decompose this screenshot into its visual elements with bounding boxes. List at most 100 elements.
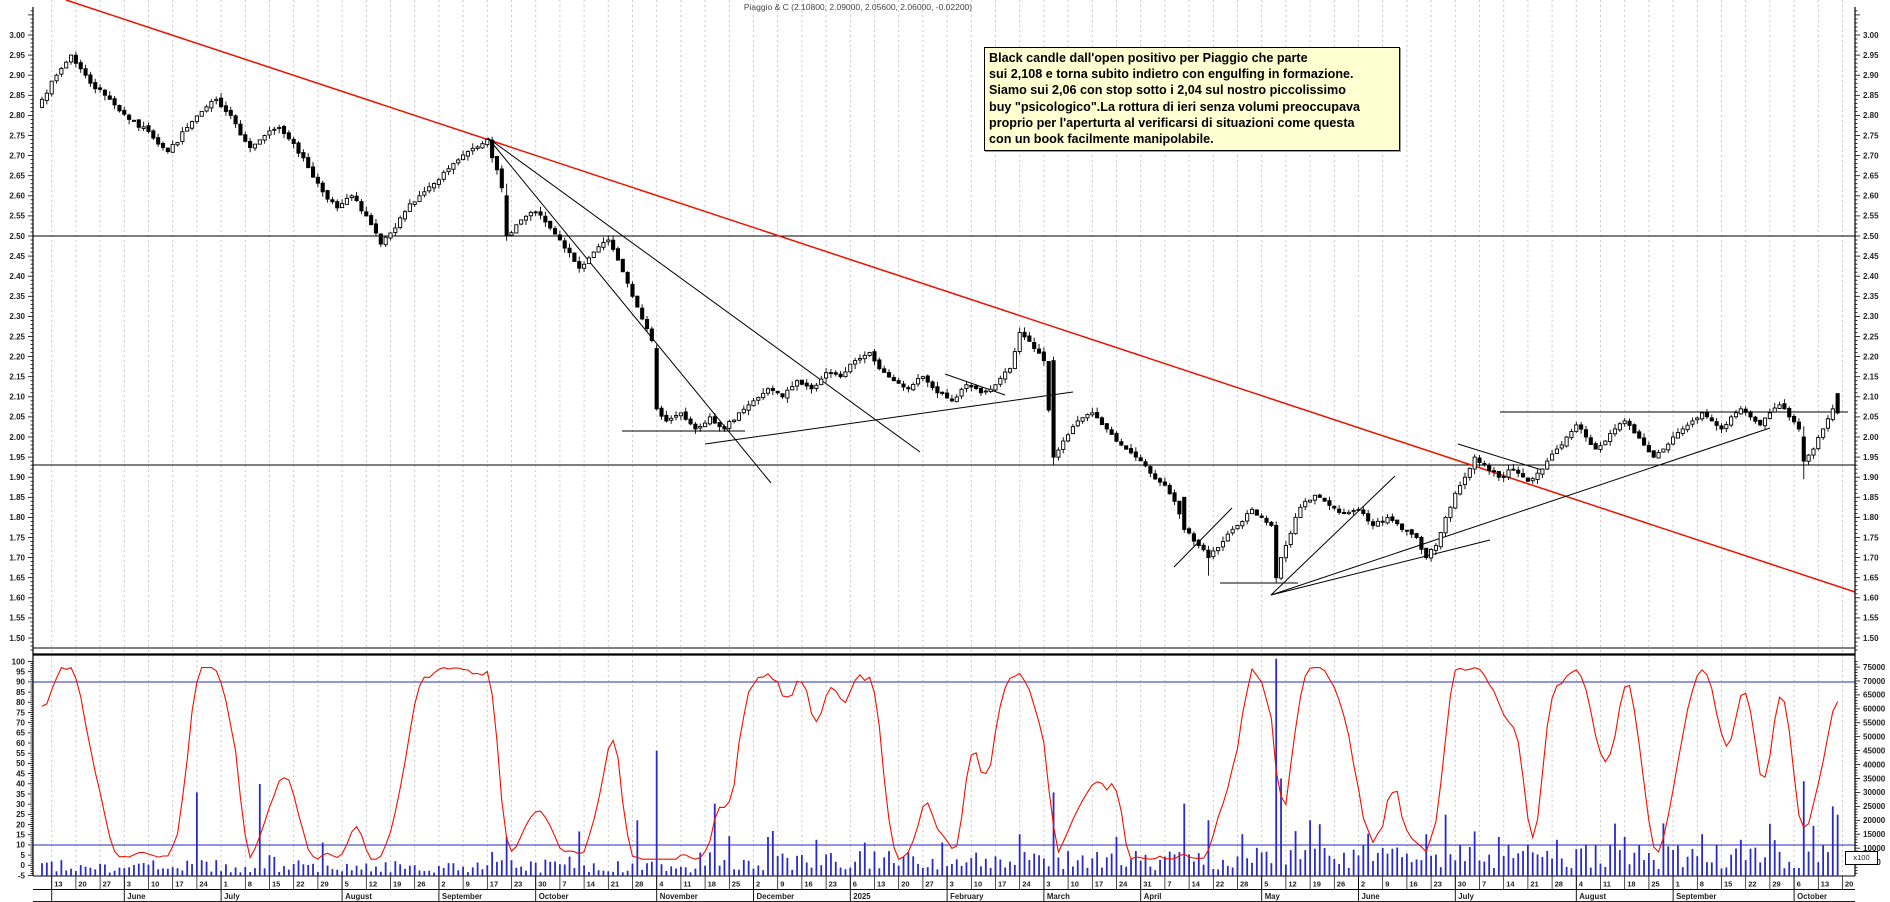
oscillator-axis-label: 15 bbox=[16, 831, 25, 840]
week-label: 24 bbox=[1119, 880, 1128, 889]
price-axis-label: 2.10 bbox=[9, 393, 25, 402]
candle-body bbox=[1036, 348, 1042, 354]
candle-body bbox=[1729, 416, 1734, 426]
candle-body bbox=[475, 146, 480, 149]
week-label: 19 bbox=[393, 880, 401, 889]
price-axis-label: 2.45 bbox=[1863, 252, 1879, 261]
price-axis-label: 1.80 bbox=[9, 513, 25, 522]
candle-body bbox=[1767, 412, 1772, 419]
candle-body bbox=[582, 263, 587, 269]
price-axis-label: 1.95 bbox=[1863, 453, 1879, 462]
price-axis-label: 1.60 bbox=[1863, 594, 1879, 603]
candle-body bbox=[1109, 429, 1114, 435]
candle-body bbox=[1627, 420, 1632, 426]
price-axis-label: 1.75 bbox=[1863, 533, 1879, 542]
week-label: 27 bbox=[103, 880, 111, 889]
candle-body bbox=[461, 154, 466, 161]
candle-body bbox=[1787, 407, 1792, 418]
candle-body bbox=[1051, 360, 1056, 458]
price-axis-label: 1.95 bbox=[9, 453, 25, 462]
oscillator-axis-label: 40 bbox=[16, 780, 25, 789]
candle-body bbox=[122, 109, 127, 115]
candle-body bbox=[1337, 508, 1342, 513]
candle-body bbox=[611, 239, 616, 250]
candle-body bbox=[1695, 417, 1700, 421]
candle-body bbox=[1651, 450, 1656, 458]
candle-body bbox=[1322, 497, 1327, 502]
candle-body bbox=[1680, 428, 1685, 434]
week-label: 5 bbox=[345, 880, 349, 889]
candle-body bbox=[1612, 428, 1618, 435]
week-label: 17 bbox=[1095, 880, 1103, 889]
oscillator-axis-label: 55 bbox=[16, 749, 25, 758]
candle-body bbox=[1530, 478, 1535, 482]
candle-body bbox=[862, 354, 867, 360]
candle-body bbox=[833, 372, 838, 375]
week-label: 4 bbox=[659, 880, 664, 889]
candle-body bbox=[1748, 411, 1753, 418]
candle-body bbox=[364, 211, 369, 217]
candle-body bbox=[1835, 393, 1840, 414]
candle-body bbox=[1157, 478, 1163, 483]
candle-body bbox=[1332, 505, 1337, 509]
candle-body bbox=[756, 396, 761, 401]
candle-body bbox=[993, 384, 998, 391]
week-label: 18 bbox=[708, 880, 716, 889]
week-label: 11 bbox=[1603, 880, 1611, 889]
volume-axis-label: 45000 bbox=[1863, 746, 1886, 755]
candle-body bbox=[1245, 513, 1250, 522]
price-axis-label: 1.50 bbox=[1863, 634, 1879, 643]
candle-body bbox=[1690, 420, 1695, 425]
candle-body bbox=[780, 393, 785, 398]
candle-body bbox=[1453, 492, 1458, 509]
candle-body bbox=[393, 227, 398, 233]
candle-body bbox=[1066, 434, 1071, 442]
candle-body bbox=[1240, 521, 1245, 527]
price-axis-label: 1.65 bbox=[9, 574, 25, 583]
candle-body bbox=[156, 137, 161, 145]
candle-body bbox=[736, 412, 742, 421]
candle-body bbox=[291, 138, 296, 144]
candle-body bbox=[1714, 421, 1719, 426]
candle-body bbox=[751, 400, 756, 407]
candle-body bbox=[669, 417, 674, 421]
price-axis-label: 2.50 bbox=[9, 232, 25, 241]
candle-body bbox=[470, 147, 475, 152]
oscillator-axis-label: 75 bbox=[16, 708, 25, 717]
price-axis-label: 2.05 bbox=[1863, 413, 1879, 422]
volume-axis-label: 55000 bbox=[1863, 719, 1886, 728]
candle-body bbox=[112, 98, 117, 106]
candle-body bbox=[906, 387, 911, 390]
candle-body bbox=[325, 190, 330, 200]
price-axis-label: 2.00 bbox=[1863, 433, 1879, 442]
week-label: 22 bbox=[296, 880, 304, 889]
candle-body bbox=[64, 61, 69, 69]
candle-body bbox=[160, 143, 166, 148]
week-label: 16 bbox=[804, 880, 812, 889]
week-label: 8 bbox=[248, 880, 252, 889]
candle-body bbox=[1661, 448, 1666, 453]
candle-body bbox=[785, 389, 790, 399]
candle-body bbox=[1438, 532, 1443, 548]
candle-body bbox=[886, 372, 892, 378]
candle-body bbox=[301, 152, 306, 159]
price-axis-label: 1.70 bbox=[1863, 553, 1879, 562]
candle-body bbox=[1162, 481, 1167, 486]
candle-body bbox=[1477, 457, 1482, 464]
candle-body bbox=[1733, 412, 1739, 418]
candle-body bbox=[1603, 440, 1608, 446]
candle-body bbox=[732, 419, 737, 423]
candle-body bbox=[1182, 496, 1187, 530]
candle-body bbox=[1201, 544, 1206, 551]
price-axis-label: 2.90 bbox=[1863, 71, 1879, 80]
candle-body bbox=[1041, 351, 1046, 362]
price-axis-label: 1.75 bbox=[9, 533, 25, 542]
price-axis-label: 2.70 bbox=[9, 151, 25, 160]
price-axis-label: 1.70 bbox=[9, 553, 25, 562]
candle-body bbox=[39, 98, 45, 108]
candle-body bbox=[915, 378, 921, 385]
price-axis-label: 2.40 bbox=[9, 272, 25, 281]
candle-body bbox=[1617, 423, 1622, 431]
trendline-jul-high-desc bbox=[1457, 443, 1543, 471]
candle-body bbox=[1225, 533, 1230, 542]
